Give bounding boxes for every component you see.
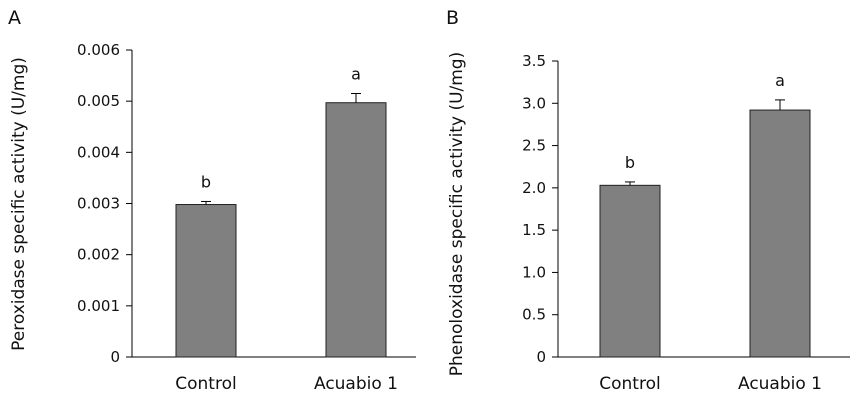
panel-a-significance-letter: b [201,172,211,191]
panel-a-y-tick-label: 0.006 [77,41,120,59]
panel-b-y-tick-label: 1.0 [522,263,546,281]
panel-a-significance-letter: a [351,64,361,83]
panel-a-y-tick-label: 0.003 [77,195,120,213]
panel-a-y-tick-label: 0.005 [77,92,120,110]
panel-b-y-tick-label: 0.5 [522,306,546,324]
panel-b-bars: b Control a Acuabio 1 [599,71,822,394]
panel-b-y-tick-label: 0 [536,348,546,366]
panel-b-significance-letter: b [625,153,635,172]
panel-b-y-axis-label: Phenoloxidase specific activity (U/mg) [447,52,467,376]
panel-a-y-tick-label: 0.004 [77,143,120,161]
panel-a-y-tick-label: 0.002 [77,246,120,264]
panel-b-x-tick-label: Acuabio 1 [738,374,822,394]
panel-a-y-tick-label: 0 [110,348,120,366]
panel-a-y-tick-label: 0.001 [77,297,120,315]
panel-b-label: B [446,7,459,29]
panel-b-x-tick-label: Control [599,374,660,394]
panel-b-y-tick-label: 2.5 [522,137,546,155]
panel-b-bar [749,109,811,358]
panel-a-x-tick-label: Control [175,374,236,394]
panel-a: A Peroxidase specific activity (U/mg) 00… [8,7,416,394]
panel-b-significance-letter: a [775,71,785,90]
panel-a-bars: b Control a Acuabio 1 [175,64,398,394]
panel-b: B Phenoloxidase specific activity (U/mg)… [446,7,850,394]
panel-b-y-tick-label: 3.0 [522,94,546,112]
panel-a-y-ticks: 0 0.001 0.002 0.003 0.004 0.005 0.006 [77,41,132,366]
panel-b-y-tick-label: 2.0 [522,179,546,197]
panel-b-y-ticks: 0 0.5 1.0 1.5 2.0 2.5 3.0 3.5 [522,52,558,366]
panel-a-label: A [8,7,21,29]
panel-b-y-tick-label: 3.5 [522,52,546,70]
panel-a-bar [175,204,237,358]
panel-b-y-tick-label: 1.5 [522,221,546,239]
panel-a-y-axis-label: Peroxidase specific activity (U/mg) [9,57,29,351]
panel-a-x-tick-label: Acuabio 1 [314,374,398,394]
panel-a-bar [325,102,387,358]
panel-b-bar [599,184,661,358]
